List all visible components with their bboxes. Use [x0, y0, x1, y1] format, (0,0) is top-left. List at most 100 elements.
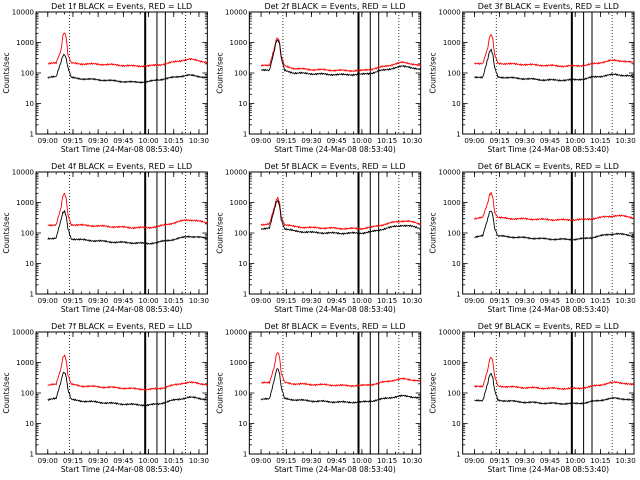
- y-tick-label: 1000: [443, 39, 461, 47]
- y-tick-label: 1000: [443, 199, 461, 207]
- panel-title: Det 8f BLACK = Events, RED = LLD: [264, 322, 405, 331]
- x-tick-label: 10:15: [590, 137, 610, 145]
- y-tick-label: 100: [234, 70, 247, 78]
- panel-title: Det 9f BLACK = Events, RED = LLD: [478, 322, 619, 331]
- x-tick-label: 09:00: [251, 297, 271, 305]
- x-tick-label: 10:15: [590, 297, 610, 305]
- panel-6: Det 6f BLACK = Events, RED = LLD 1 10 100 10…: [429, 162, 636, 314]
- x-tick-label: 09:30: [515, 297, 535, 305]
- series-line-lld: [474, 357, 635, 391]
- x-tick-label: 10:00: [138, 297, 158, 305]
- y-tick-label: 1000: [16, 39, 34, 47]
- x-tick-label: 10:00: [138, 457, 158, 465]
- x-tick-label: 09:30: [515, 137, 535, 145]
- x-tick-label: 09:00: [464, 457, 484, 465]
- x-tick-label: 09:45: [113, 297, 133, 305]
- x-tick-label: 09:15: [490, 137, 510, 145]
- plot-frame: [35, 11, 208, 135]
- series-line-lld: [474, 34, 635, 68]
- series-line-events: [260, 368, 421, 404]
- y-axis-label: Counts/sec: [429, 52, 438, 93]
- series-line-events: [47, 210, 208, 245]
- y-axis-label: Counts/sec: [2, 372, 11, 413]
- plot-frame: [462, 331, 635, 455]
- y-tick-label: 10000: [12, 169, 34, 177]
- y-tick-label: 10: [25, 260, 34, 268]
- x-tick-label: 10:00: [565, 297, 585, 305]
- x-axis-label: Start Time (24-Mar-08 08:53:40): [61, 305, 183, 314]
- y-tick-label: 1000: [230, 359, 248, 367]
- y-axis-label: Counts/sec: [215, 212, 224, 253]
- x-tick-label: 09:45: [113, 137, 133, 145]
- x-tick-label: 09:15: [490, 297, 510, 305]
- x-tick-label: 10:00: [352, 457, 372, 465]
- y-tick-label: 1: [456, 291, 460, 299]
- x-tick-label: 09:45: [540, 297, 560, 305]
- panel-4: Det 4f BLACK = Events, RED = LLD 1 10 100 10…: [2, 162, 209, 314]
- series-line-lld: [260, 196, 421, 231]
- x-tick-label: 09:00: [464, 137, 484, 145]
- y-tick-label: 10: [452, 420, 461, 428]
- x-axis-label: Start Time (24-Mar-08 08:53:40): [274, 465, 396, 474]
- x-tick-label: 10:00: [565, 457, 585, 465]
- x-axis-label: Start Time (24-Mar-08 08:53:40): [61, 145, 183, 154]
- x-tick-label: 09:30: [88, 457, 108, 465]
- x-tick-label: 10:30: [189, 297, 209, 305]
- x-tick-label: 10:15: [164, 457, 184, 465]
- series-line-lld: [260, 37, 421, 73]
- y-tick-label: 10: [238, 100, 247, 108]
- x-tick-label: 10:30: [402, 457, 422, 465]
- x-tick-label: 10:15: [377, 457, 397, 465]
- series-line-events: [260, 199, 421, 235]
- y-tick-label: 1: [456, 451, 460, 459]
- panel-title: Det 4f BLACK = Events, RED = LLD: [51, 162, 192, 171]
- x-tick-label: 09:00: [251, 137, 271, 145]
- x-tick-label: 10:30: [616, 297, 636, 305]
- x-tick-label: 10:30: [402, 137, 422, 145]
- series-line-lld: [260, 352, 421, 388]
- y-tick-label: 10000: [438, 9, 460, 17]
- series-line-lld: [47, 354, 208, 391]
- x-tick-label: 09:15: [63, 137, 83, 145]
- x-axis-label: Start Time (24-Mar-08 08:53:40): [61, 465, 183, 474]
- y-tick-label: 1: [30, 451, 34, 459]
- x-tick-label: 10:30: [189, 457, 209, 465]
- x-tick-label: 10:15: [164, 137, 184, 145]
- y-tick-label: 100: [447, 70, 460, 78]
- plot-frame: [462, 171, 635, 295]
- y-tick-label: 10000: [225, 169, 247, 177]
- y-tick-label: 100: [21, 70, 34, 78]
- y-tick-label: 100: [21, 230, 34, 238]
- x-tick-label: 09:15: [63, 457, 83, 465]
- y-axis-label: Counts/sec: [215, 372, 224, 413]
- series-line-events: [474, 373, 635, 406]
- x-tick-label: 09:00: [464, 297, 484, 305]
- x-tick-label: 09:45: [327, 457, 347, 465]
- x-tick-label: 09:30: [515, 457, 535, 465]
- series-line-events: [47, 371, 208, 407]
- x-tick-label: 09:00: [38, 297, 58, 305]
- x-tick-label: 09:45: [540, 137, 560, 145]
- x-tick-label: 09:30: [301, 297, 321, 305]
- x-tick-label: 10:15: [590, 457, 610, 465]
- y-tick-label: 100: [21, 390, 34, 398]
- x-axis-label: Start Time (24-Mar-08 08:53:40): [488, 145, 610, 154]
- x-tick-label: 09:00: [38, 137, 58, 145]
- x-tick-label: 10:00: [565, 137, 585, 145]
- series-line-events: [47, 53, 208, 84]
- y-tick-label: 100: [447, 230, 460, 238]
- y-tick-label: 1: [456, 131, 460, 139]
- y-tick-label: 10: [238, 420, 247, 428]
- x-tick-label: 10:30: [616, 137, 636, 145]
- panel-7: Det 7f BLACK = Events, RED = LLD 1 10 100 10…: [2, 322, 209, 474]
- x-tick-label: 09:15: [276, 297, 296, 305]
- x-tick-label: 10:30: [189, 137, 209, 145]
- plot-frame: [35, 171, 208, 295]
- x-axis-label: Start Time (24-Mar-08 08:53:40): [274, 145, 396, 154]
- y-tick-label: 10000: [12, 329, 34, 337]
- y-axis-label: Counts/sec: [2, 212, 11, 253]
- y-tick-label: 1000: [230, 39, 248, 47]
- y-tick-label: 10: [452, 260, 461, 268]
- panel-title: Det 2f BLACK = Events, RED = LLD: [264, 2, 405, 11]
